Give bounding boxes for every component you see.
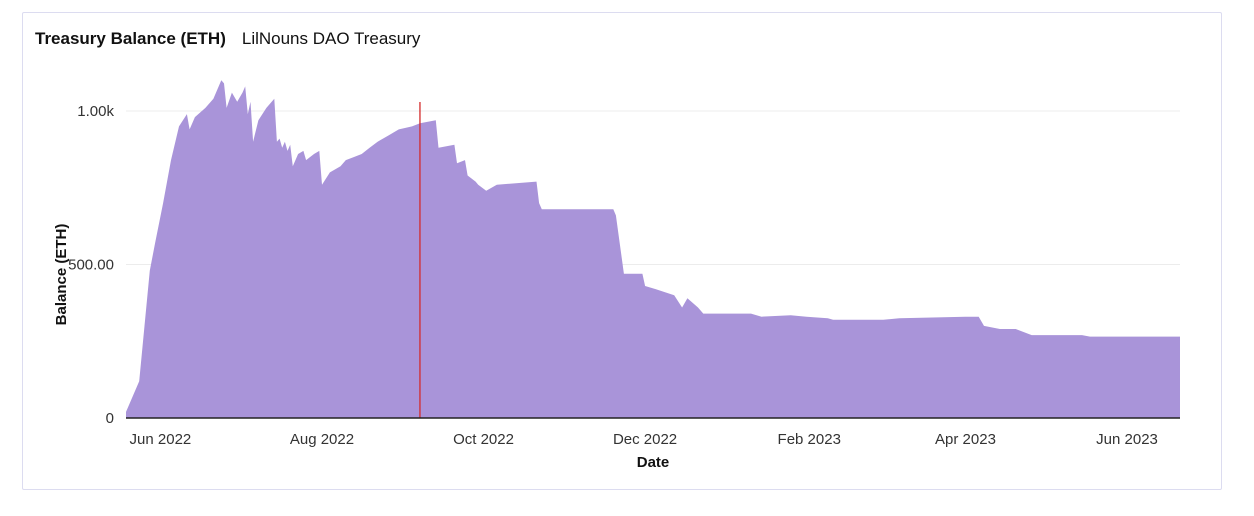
x-tick-label: Aug 2022 <box>290 431 354 448</box>
y-axis-title: Balance (ETH) <box>53 224 70 326</box>
x-axis-ticks: Jun 2022 Aug 2022 Oct 2022 Dec 2022 Feb 2023… <box>130 431 1158 448</box>
x-tick-label: Jun 2022 <box>130 431 192 448</box>
x-tick-label: Dec 2022 <box>613 431 677 448</box>
x-tick-label: Apr 2023 <box>935 431 996 448</box>
x-axis-title: Date <box>637 454 670 471</box>
balance-area-series <box>126 80 1180 419</box>
chart-subtitle: LilNouns DAO Treasury <box>241 29 421 48</box>
chart-title: Treasury Balance (ETH) <box>35 29 226 48</box>
y-tick-label: 0 <box>106 410 114 427</box>
chart-header: Treasury Balance (ETH) LilNouns DAO Trea… <box>35 29 420 49</box>
y-tick-label: 1.00k <box>77 103 114 120</box>
y-tick-label: 500.00 <box>68 257 114 274</box>
x-tick-label: Jun 2023 <box>1096 431 1158 448</box>
x-tick-label: Feb 2023 <box>778 431 841 448</box>
area-layer <box>126 80 1180 419</box>
x-tick-label: Oct 2022 <box>453 431 514 448</box>
y-axis-ticks: 0 500.00 1.00k <box>68 103 114 427</box>
